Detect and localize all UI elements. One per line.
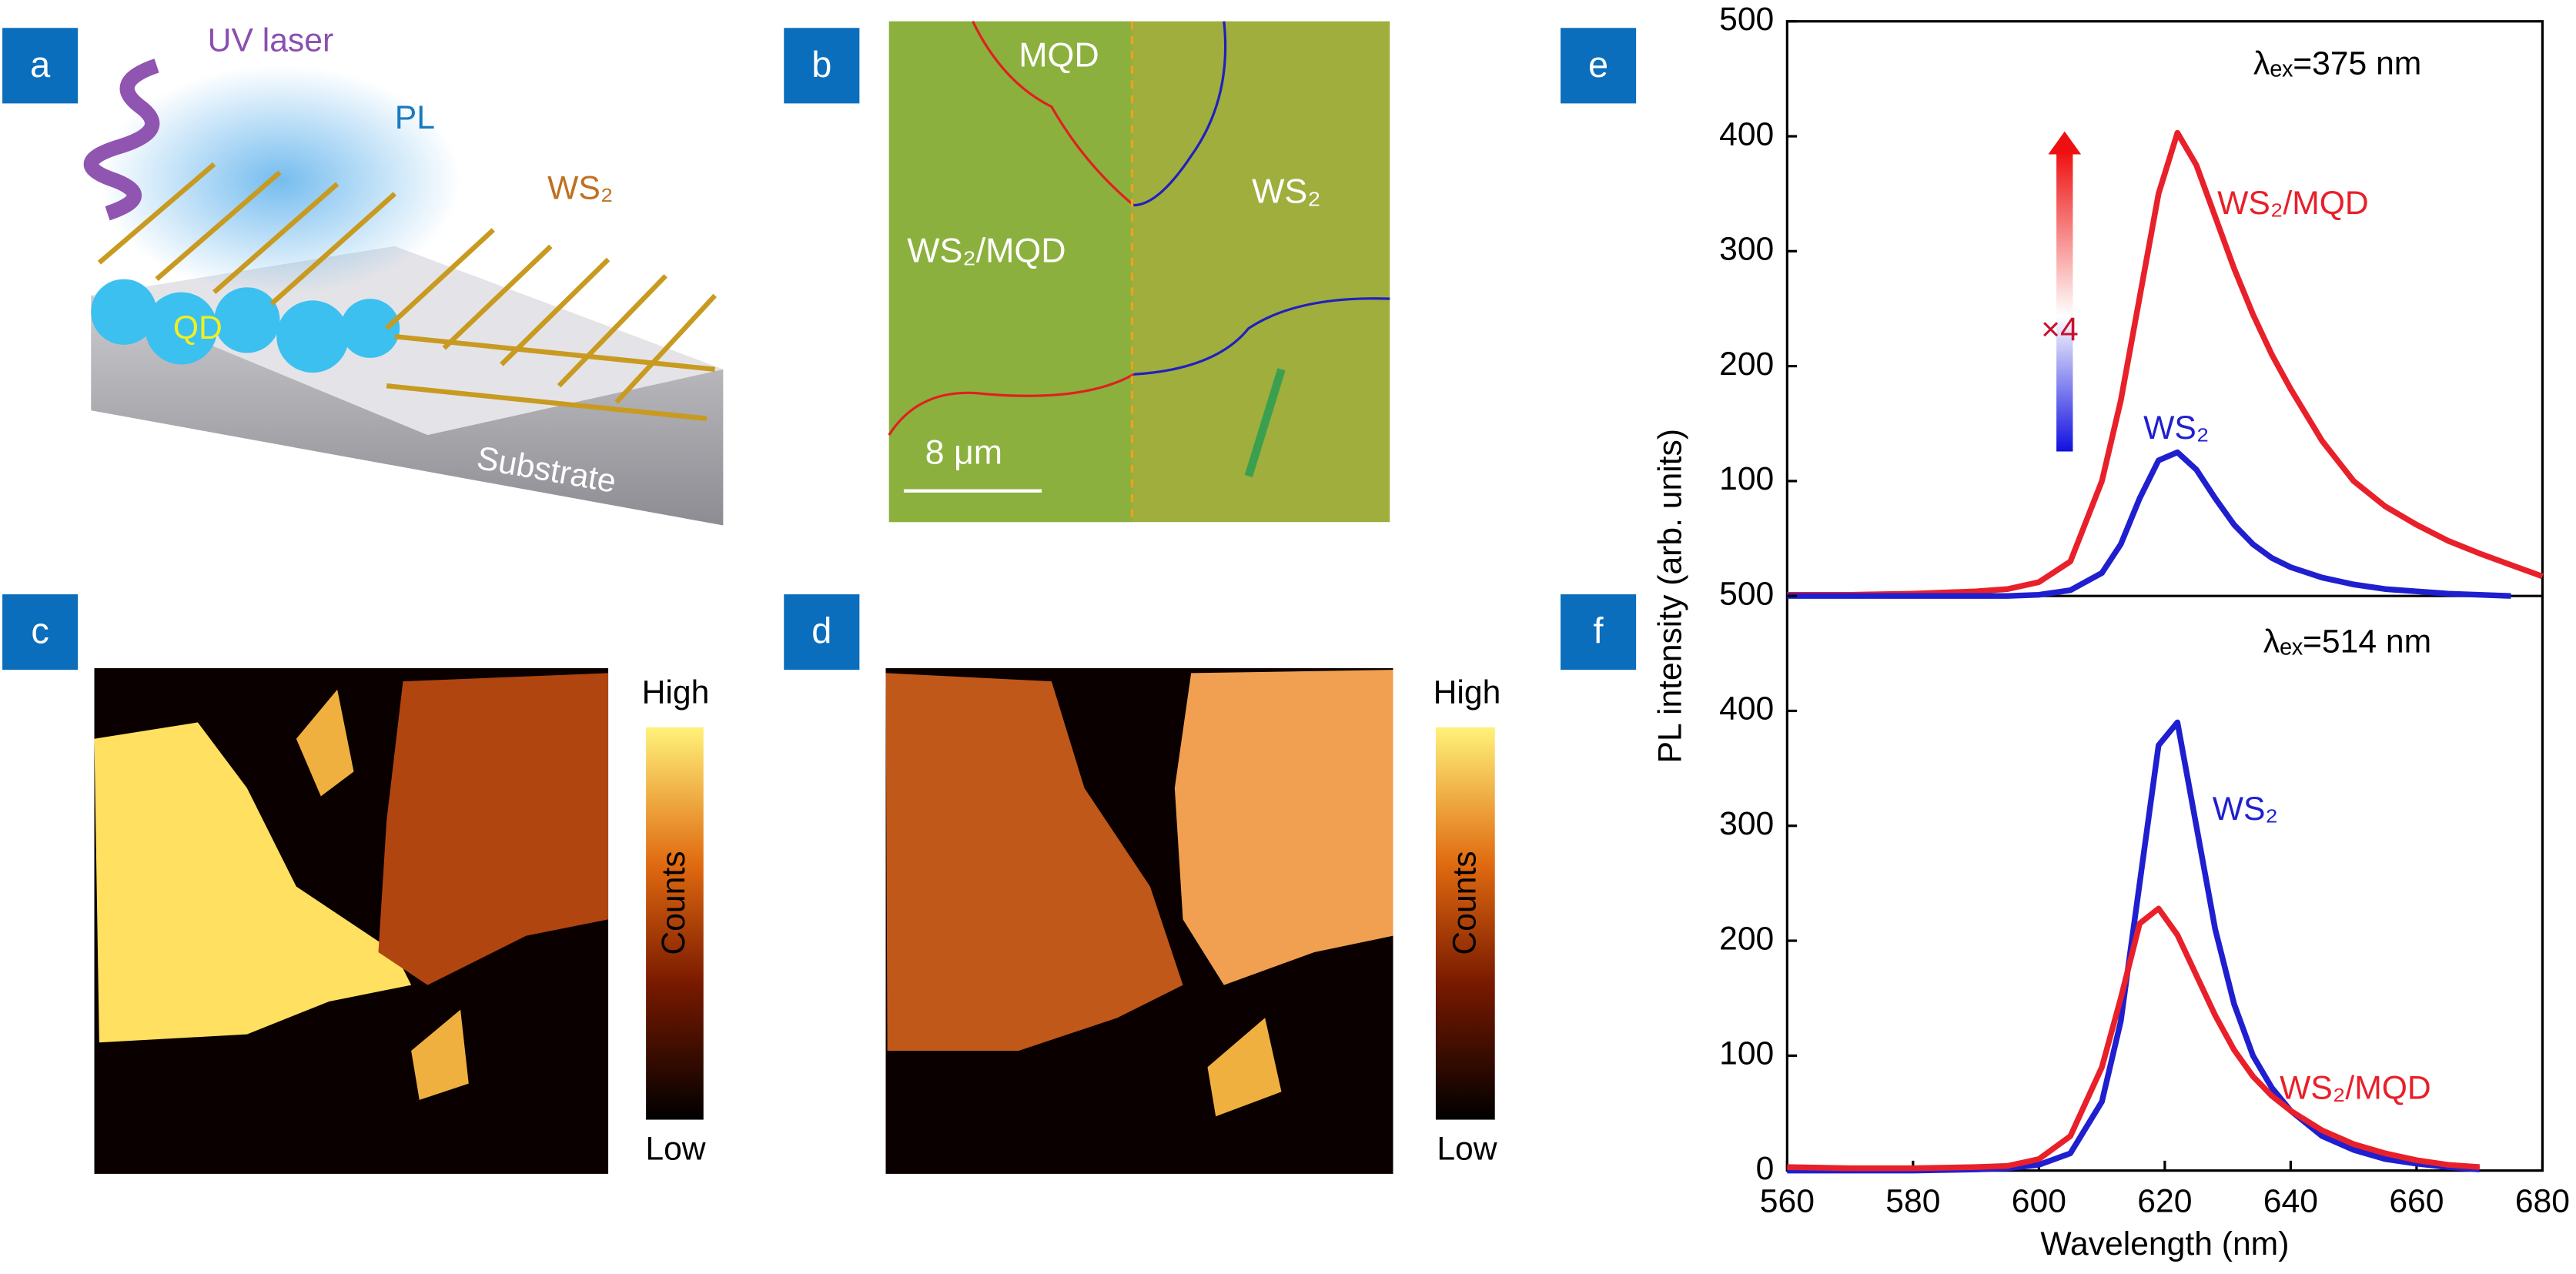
y-tick-label: 100 bbox=[1719, 460, 1774, 497]
panel-letter: e bbox=[1588, 45, 1608, 85]
dots-label: QD bbox=[173, 309, 222, 346]
laser-wave bbox=[83, 59, 160, 221]
x-tick-label: 560 bbox=[1760, 1183, 1815, 1220]
material-label: WS₂ bbox=[547, 170, 613, 207]
series-label: WS₂ bbox=[2213, 791, 2278, 828]
scale-arrow-head bbox=[2048, 131, 2082, 155]
series-line bbox=[1787, 129, 2544, 598]
panel-box bbox=[784, 28, 860, 104]
panel-letter: b bbox=[811, 45, 831, 85]
region-label: WS₂/MQD bbox=[907, 231, 1066, 269]
quantum-dots bbox=[91, 279, 400, 373]
x-tick-label: 640 bbox=[2263, 1183, 2318, 1220]
series-label: WS₂/MQD bbox=[2217, 185, 2369, 222]
panel-box bbox=[2, 28, 79, 104]
lattice bbox=[97, 162, 718, 422]
panel-letter: c bbox=[31, 611, 49, 651]
map-region bbox=[94, 722, 412, 1043]
colorbar bbox=[1435, 727, 1495, 1120]
series-label: WS₂ bbox=[2143, 410, 2209, 446]
annotation: λₑₓ=514 nm bbox=[2263, 623, 2431, 660]
panel-box bbox=[2, 594, 79, 670]
panel-box bbox=[1561, 28, 1637, 104]
boundary bbox=[888, 373, 1135, 436]
y-tick-label: 400 bbox=[1719, 115, 1774, 152]
x-tick-label: 580 bbox=[1885, 1183, 1940, 1220]
x-axis-label: Wavelength (nm) bbox=[2040, 1226, 2289, 1262]
glow bbox=[99, 65, 461, 296]
map-region bbox=[378, 673, 609, 985]
series-line bbox=[1787, 905, 2480, 1172]
micrograph: MQD WS₂ WS₂/MQD 8 μm bbox=[888, 21, 1390, 523]
y-tick-label: 300 bbox=[1719, 805, 1774, 842]
pl-map: High Counts Low bbox=[94, 668, 710, 1174]
flake bbox=[1244, 368, 1286, 478]
scale-arrow bbox=[2056, 151, 2073, 452]
scale-label: 8 μm bbox=[925, 433, 1002, 472]
y-axis-label: PL intensity (arb. units) bbox=[1651, 429, 1688, 764]
region-label: WS₂ bbox=[1252, 172, 1321, 210]
y-tick-label: 200 bbox=[1719, 346, 1774, 383]
panel-letter: a bbox=[30, 45, 51, 85]
panel-letter: d bbox=[811, 611, 831, 651]
y-tick-label: 400 bbox=[1719, 691, 1774, 727]
y-tick-label: 0 bbox=[1756, 1150, 1775, 1187]
panel-letters: a b c d e f bbox=[2, 28, 1637, 670]
y-tick-label: 500 bbox=[1719, 575, 1774, 612]
colorbar-high: High bbox=[1434, 674, 1501, 711]
boundary bbox=[972, 21, 1135, 206]
region-label: MQD bbox=[1019, 35, 1099, 74]
colorbar-low: Low bbox=[1437, 1130, 1497, 1167]
map-region bbox=[296, 689, 354, 797]
series-line bbox=[1787, 449, 2511, 599]
pl-map: High Counts Low bbox=[885, 668, 1500, 1174]
map-region bbox=[1207, 1018, 1282, 1117]
x-tick-label: 620 bbox=[2137, 1183, 2192, 1220]
pl-label: PL bbox=[395, 99, 435, 136]
schematic: UV laser PL WS₂ QD Substrate bbox=[83, 22, 724, 526]
y-tick-label: 200 bbox=[1719, 920, 1774, 957]
colorbar bbox=[646, 727, 704, 1120]
map-region bbox=[1174, 670, 1393, 985]
boundary bbox=[1133, 297, 1390, 376]
panel-box bbox=[1561, 594, 1637, 670]
series-label: WS₂/MQD bbox=[2280, 1069, 2431, 1106]
arrow-label: ×4 bbox=[2041, 311, 2079, 348]
panel-box bbox=[784, 594, 860, 670]
x-tick-label: 600 bbox=[2012, 1183, 2066, 1220]
laser-label: UV laser bbox=[208, 22, 334, 59]
map-region bbox=[411, 1009, 469, 1100]
annotation: λₑₓ=375 nm bbox=[2253, 45, 2421, 82]
panel-letter: f bbox=[1594, 611, 1604, 651]
y-tick-label: 300 bbox=[1719, 231, 1774, 268]
x-tick-label: 680 bbox=[2515, 1183, 2570, 1220]
y-tick-label: 500 bbox=[1719, 1, 1774, 38]
colorbar-label: Counts bbox=[1447, 851, 1484, 955]
y-tick-label: 100 bbox=[1719, 1035, 1774, 1072]
boundary bbox=[1133, 21, 1227, 207]
image-region bbox=[888, 21, 1132, 523]
colorbar-label: Counts bbox=[655, 851, 692, 955]
colorbar-low: Low bbox=[645, 1130, 705, 1167]
map-region bbox=[885, 673, 1183, 1051]
x-tick-label: 660 bbox=[2389, 1183, 2444, 1220]
colorbar-high: High bbox=[642, 674, 710, 711]
